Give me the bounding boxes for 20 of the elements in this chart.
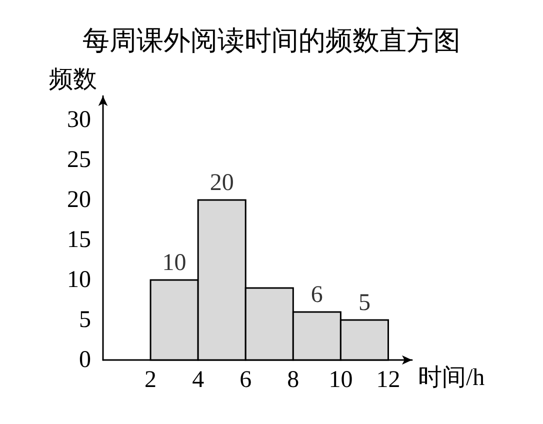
y-axis-title: 频数: [49, 67, 97, 93]
y-tick-label: 0: [79, 347, 91, 373]
x-tick-label: 12: [376, 367, 400, 393]
data-label: 5: [358, 290, 370, 316]
y-tick-label: 20: [67, 187, 91, 213]
y-tick-label: 5: [79, 307, 91, 333]
x-tick-label: 6: [240, 367, 252, 393]
x-tick-label: 10: [328, 367, 353, 393]
y-tick-label: 25: [67, 147, 91, 173]
y-tick-label: 15: [67, 227, 91, 253]
x-tick-label: 2: [144, 367, 157, 393]
y-tick-label: 30: [67, 107, 91, 133]
data-label: 20: [210, 170, 234, 196]
data-label: 10: [162, 250, 186, 276]
y-tick-label: 10: [67, 267, 91, 293]
x-axis-title: 时间/h: [418, 365, 485, 391]
chart-title: 每周课外阅读时间的频数直方图: [82, 26, 460, 56]
x-tick-label: 8: [287, 367, 300, 393]
x-tick-label: 4: [192, 367, 204, 393]
data-label: 6: [310, 282, 323, 308]
